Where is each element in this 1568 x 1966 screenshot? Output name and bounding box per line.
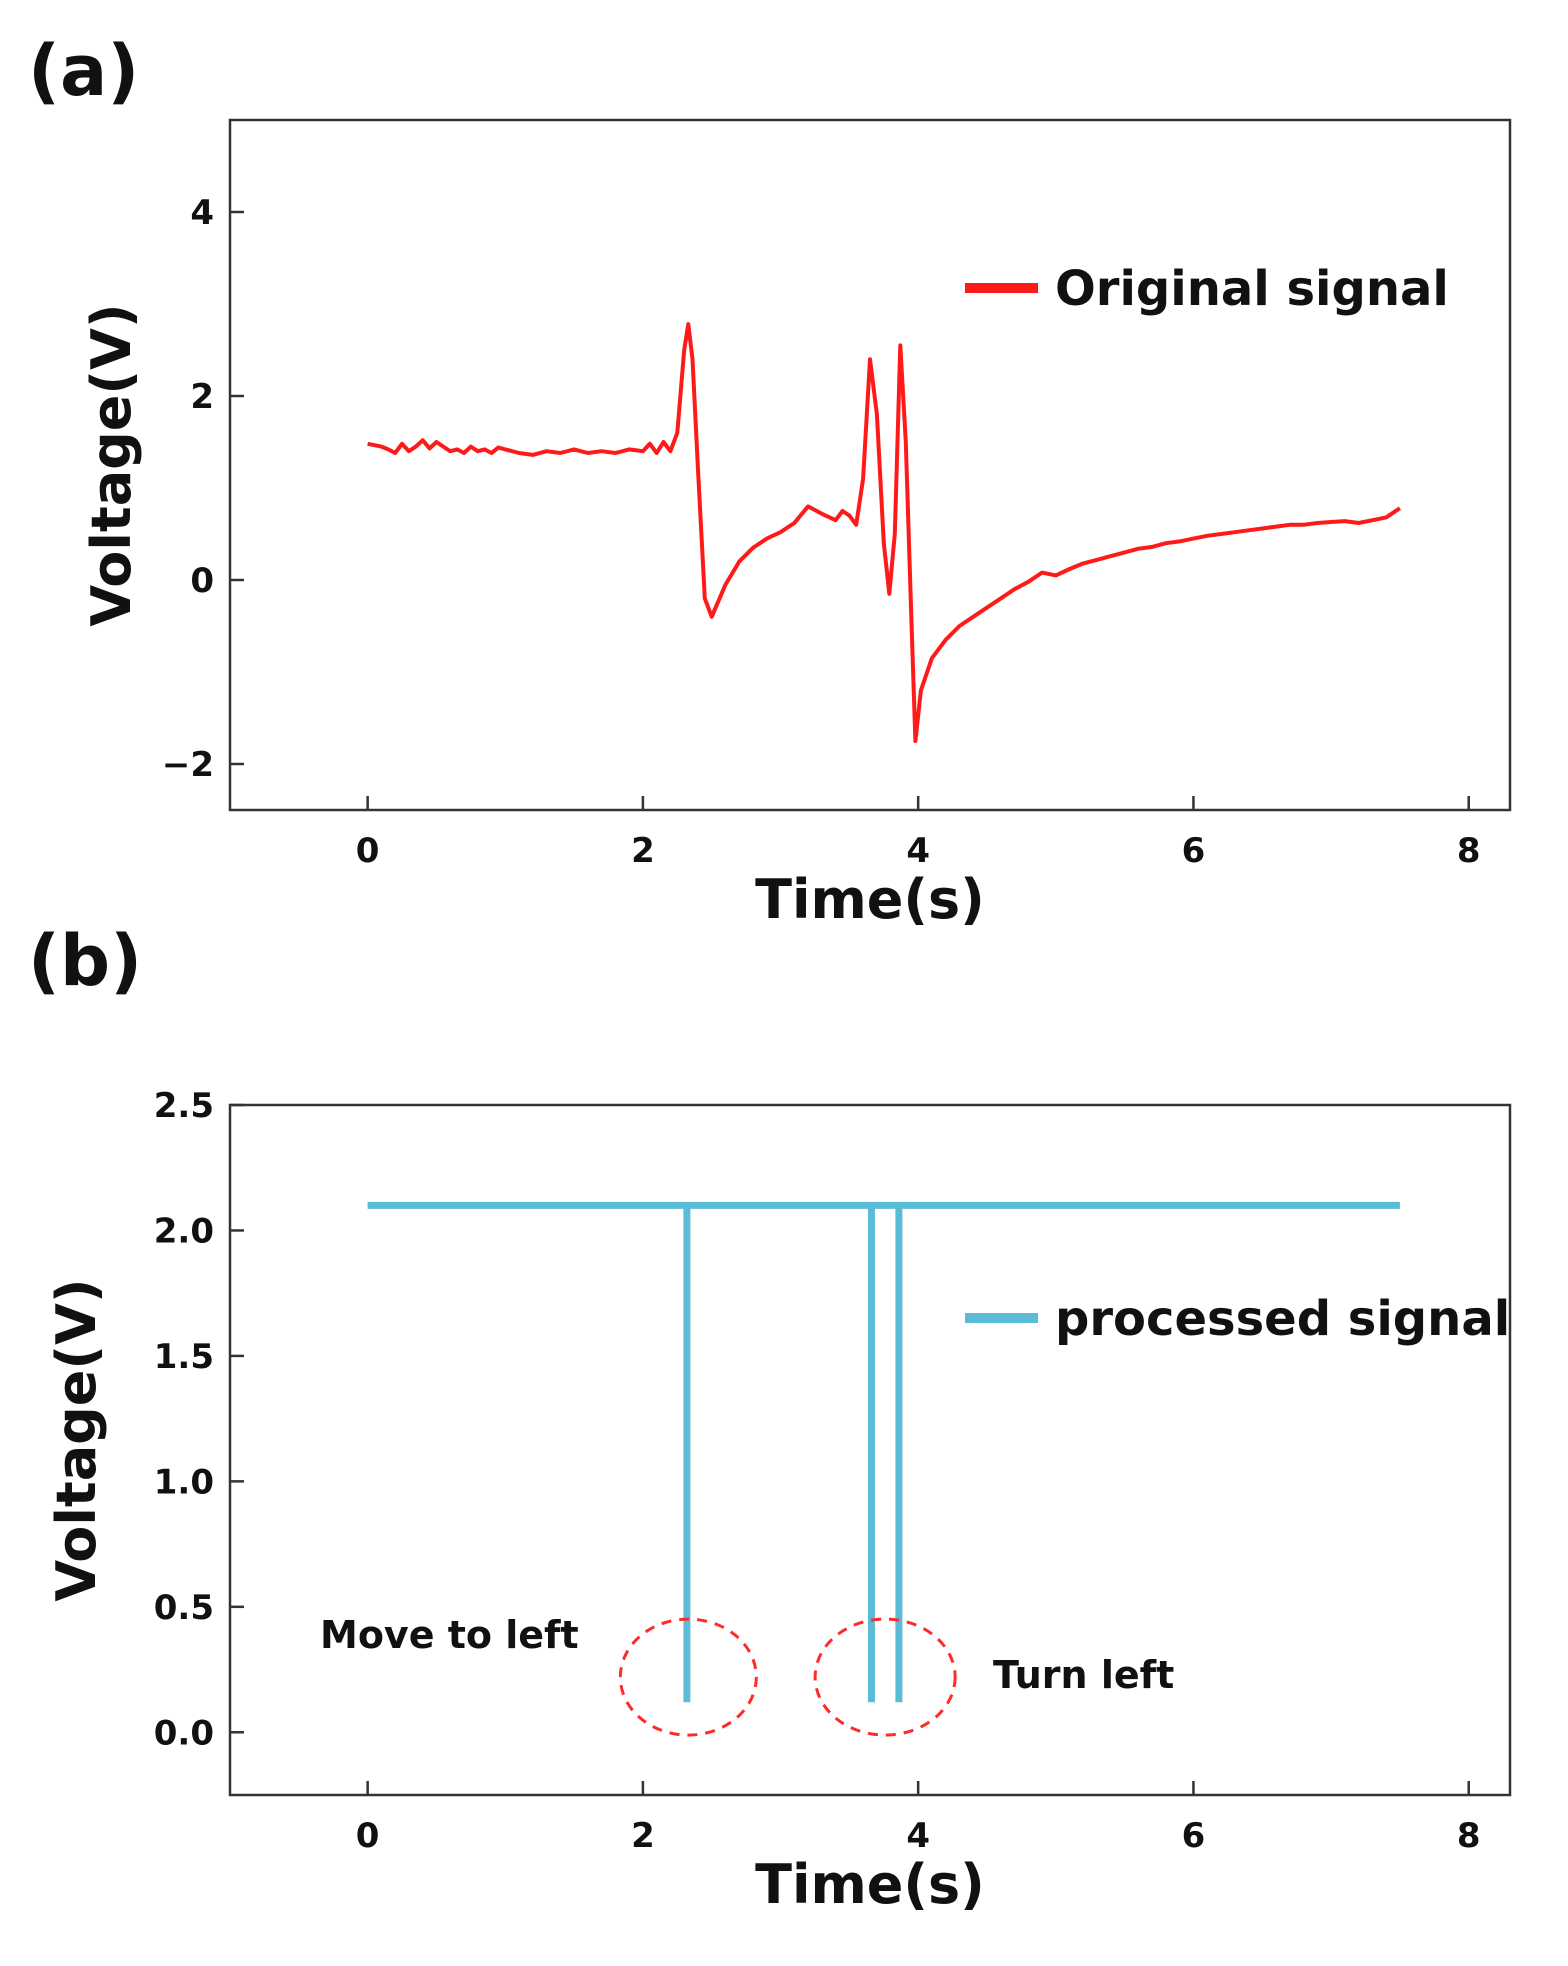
annotation-circle-turn-left	[813, 1617, 957, 1737]
x-axis-ticks-a: 0 2 4 6 8	[356, 796, 1481, 871]
y-tick-label: 0	[190, 561, 214, 601]
annotation-circle-move-to-left	[618, 1617, 758, 1737]
x-tick-label: 8	[1457, 831, 1481, 871]
x-axis-title-b: Time(s)	[755, 1853, 985, 1916]
y-tick-label: 4	[190, 193, 214, 233]
x-tick-label: 6	[1182, 1816, 1206, 1856]
y-tick-label: 2.5	[154, 1086, 214, 1126]
y-axis-ticks-a: −2 0 2 4	[162, 193, 244, 785]
x-tick-label: 4	[906, 1816, 930, 1856]
y-tick-label: −2	[162, 745, 214, 785]
panel-b-label: (b)	[28, 920, 142, 1002]
y-tick-label: 1.0	[154, 1462, 214, 1502]
y-tick-label: 2.0	[154, 1211, 214, 1251]
x-tick-label: 0	[356, 831, 380, 871]
panel-a-label: (a)	[28, 30, 139, 112]
x-tick-label: 6	[1182, 831, 1206, 871]
annotation-label-move-to-left: Move to left	[320, 1613, 579, 1657]
panel-a: (a) 0 2 4 6 8 −2 0 2 4 Time(s) Voltage(V) Origi…	[28, 30, 1512, 931]
x-axis-ticks-b: 0 2 4 6 8	[356, 1781, 1481, 1856]
x-tick-label: 4	[906, 831, 930, 871]
panel-b: (b) 0 2 4 6 8 0.0 0.5 1.0 1.5 2.0 2.5 Time(s) Vol…	[28, 920, 1512, 1916]
y-tick-label: 0.5	[154, 1588, 214, 1628]
legend-a: Original signal	[965, 261, 1449, 317]
y-tick-label: 0.0	[154, 1713, 214, 1753]
x-tick-label: 0	[356, 1816, 380, 1856]
plot-a-frame	[228, 118, 1512, 812]
series-line-original-signal	[367, 322, 1402, 743]
x-axis-title-a: Time(s)	[755, 868, 985, 931]
x-tick-label: 2	[631, 1816, 655, 1856]
series-line-processed-signal	[367, 1201, 1400, 1703]
legend-b: processed signal	[965, 1291, 1510, 1347]
y-axis-title-b: Voltage(V)	[45, 1278, 108, 1601]
annotations-b: Move to left Turn left	[320, 1613, 1174, 1737]
legend-label-processed-signal: processed signal	[1055, 1291, 1510, 1347]
plot-b-frame	[228, 1103, 1512, 1797]
annotation-label-turn-left: Turn left	[993, 1653, 1174, 1697]
y-tick-label: 1.5	[154, 1337, 214, 1377]
y-tick-label: 2	[190, 377, 214, 417]
x-tick-label: 2	[631, 831, 655, 871]
legend-label-original-signal: Original signal	[1055, 261, 1449, 317]
y-axis-title-a: Voltage(V)	[80, 303, 143, 626]
x-tick-label: 8	[1457, 1816, 1481, 1856]
y-axis-ticks-b: 0.0 0.5 1.0 1.5 2.0 2.5	[154, 1086, 244, 1753]
